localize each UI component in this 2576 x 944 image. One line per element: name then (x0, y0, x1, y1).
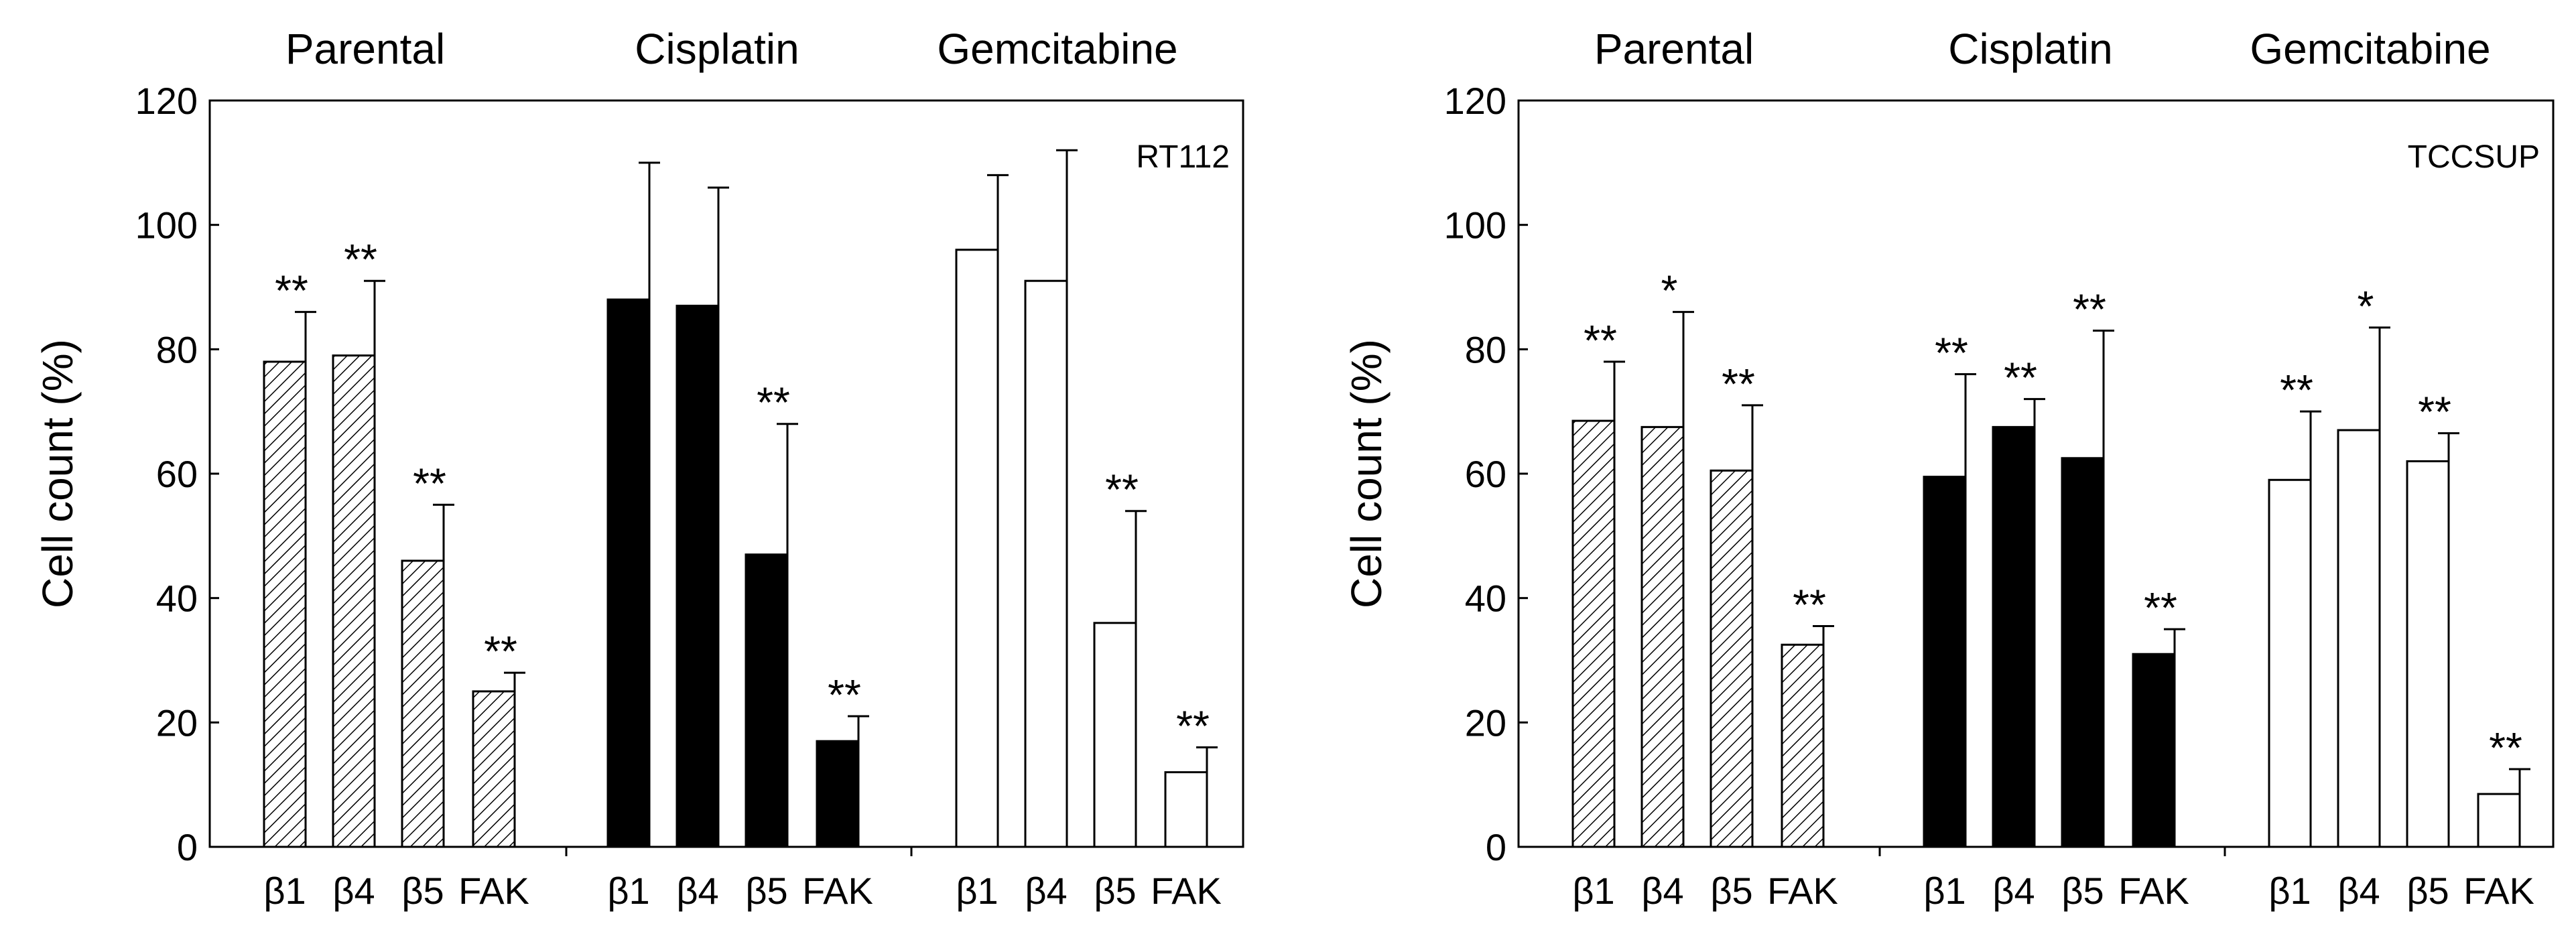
bar (2061, 457, 2105, 848)
bar (2337, 429, 2381, 848)
x-category-label: β4 (332, 870, 375, 912)
bar (2477, 793, 2521, 848)
y-tick-label: 20 (1465, 701, 1506, 744)
y-tick-label: 60 (1465, 453, 1506, 495)
x-category-label: β1 (1923, 870, 1966, 912)
group-title: Gemcitabine (2250, 25, 2490, 73)
y-tick-label: 80 (1465, 328, 1506, 370)
bar (401, 559, 445, 848)
y-tick-label: 80 (156, 328, 198, 370)
x-category-label: β4 (1641, 870, 1683, 912)
bar (263, 360, 307, 848)
y-tick-label: 0 (177, 826, 198, 868)
significance-marker: ** (2004, 354, 2037, 402)
group-title: Gemcitabine (937, 25, 1177, 73)
bar (2132, 653, 2176, 848)
y-tick-label: 100 (135, 204, 198, 247)
bar (1093, 622, 1137, 848)
group-title: Cisplatin (635, 25, 799, 73)
significance-marker: ** (1105, 466, 1139, 514)
y-tick-label: 120 (1444, 80, 1506, 122)
bar (1781, 643, 1825, 848)
y-tick-label: 40 (1465, 578, 1506, 620)
y-tick-label: 120 (135, 80, 198, 122)
x-category-label: FAK (1151, 870, 1222, 912)
x-category-label: β5 (401, 870, 444, 912)
significance-marker: ** (1176, 701, 1210, 750)
chart-panel-rt112: 0 20 40 60 80 100 120 Cell count (%) RT112 Parent… (34, 25, 1244, 912)
bar (1024, 279, 1068, 848)
significance-marker: ** (1584, 316, 1617, 364)
significance-marker: ** (1722, 360, 1755, 408)
x-category-label: β1 (2268, 870, 2311, 912)
bar (472, 690, 516, 848)
y-axis-label: Cell count (%) (34, 339, 82, 608)
significance-marker: ** (828, 671, 861, 719)
y-tick-label: 40 (156, 578, 198, 620)
bar (955, 249, 999, 848)
group-title: Parental (1594, 25, 1754, 73)
significance-marker: ** (757, 379, 790, 427)
significance-marker: ** (344, 235, 377, 283)
x-category-label: β5 (1094, 870, 1136, 912)
bar (332, 354, 376, 848)
bar (1992, 425, 2036, 848)
bar (1923, 476, 1967, 848)
x-category-label: β1 (607, 870, 649, 912)
significance-marker: ** (2280, 366, 2313, 414)
bar (1571, 419, 1616, 848)
bar (1640, 425, 1685, 848)
significance-marker: ** (2144, 584, 2177, 632)
x-category-label: β4 (1025, 870, 1067, 912)
bar (2406, 460, 2450, 848)
significance-marker: * (1661, 267, 1678, 315)
significance-marker: * (2358, 282, 2374, 330)
significance-marker: ** (484, 627, 517, 675)
x-category-label: β1 (263, 870, 306, 912)
x-category-label: FAK (802, 870, 873, 912)
significance-marker: ** (1935, 328, 1968, 377)
x-category-label: β5 (2406, 870, 2449, 912)
x-category-label: FAK (458, 870, 529, 912)
bar (816, 740, 860, 848)
x-category-label: β1 (956, 870, 998, 912)
y-tick-label: 0 (1486, 826, 1506, 868)
group-title: Cisplatin (1948, 25, 2112, 73)
bar (2268, 478, 2312, 848)
y-tick-label: 60 (156, 453, 198, 495)
x-category-label: β4 (676, 870, 718, 912)
significance-marker: ** (2418, 388, 2451, 436)
x-category-label: FAK (1767, 870, 1838, 912)
significance-marker: ** (1793, 580, 1826, 628)
cell-line-label: TCCSUP (2408, 139, 2540, 175)
x-category-label: β5 (1710, 870, 1752, 912)
x-category-label: FAK (2118, 870, 2189, 912)
y-tick-label: 100 (1444, 204, 1506, 247)
y-tick-label: 20 (156, 701, 198, 744)
bar (1164, 771, 1208, 848)
bar (675, 304, 720, 848)
x-category-label: β5 (745, 870, 787, 912)
significance-marker: ** (275, 267, 308, 315)
x-category-label: FAK (2463, 870, 2534, 912)
bar (1710, 469, 1754, 848)
x-category-label: β4 (2337, 870, 2380, 912)
y-axis-label: Cell count (%) (1342, 339, 1391, 608)
x-category-label: β1 (1572, 870, 1614, 912)
bar (606, 298, 651, 848)
x-category-label: β5 (2061, 870, 2104, 912)
significance-marker: ** (413, 459, 446, 507)
significance-marker: ** (2073, 285, 2106, 333)
group-title: Parental (285, 25, 445, 73)
bar (745, 553, 789, 848)
x-category-label: β4 (1992, 870, 2035, 912)
cell-line-label: RT112 (1136, 139, 1230, 175)
chart-panel-tccsup: 0 20 40 60 80 100 120 Cell count (%) TCCSUP Paren… (1342, 25, 2555, 912)
significance-marker: ** (2489, 724, 2522, 772)
